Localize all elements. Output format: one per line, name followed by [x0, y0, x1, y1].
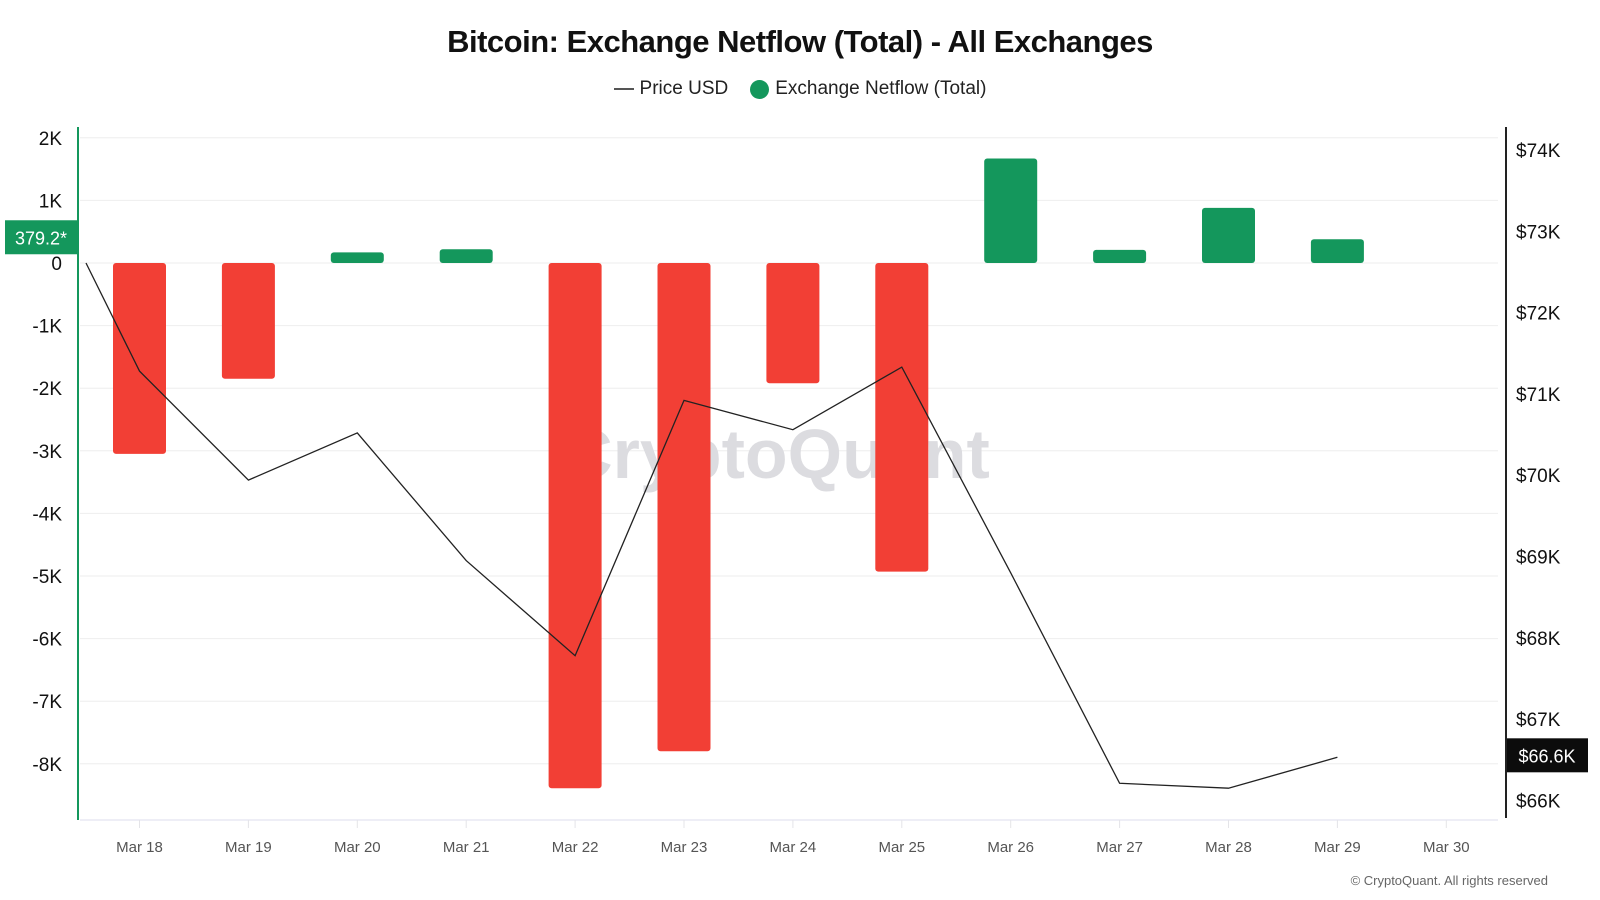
netflow-bar[interactable]: [1202, 207, 1255, 263]
current-price-value: $66.6K: [1518, 746, 1575, 766]
y-left-tick-label: 0: [51, 254, 62, 275]
netflow-bar[interactable]: [548, 263, 602, 789]
y-right-tick-label: $67K: [1516, 710, 1561, 731]
y-left-tick-label: -6K: [32, 630, 62, 651]
y-left-tick-label: -5K: [32, 567, 62, 588]
x-tick-label: Mar 30: [1423, 839, 1470, 856]
x-tick-label: Mar 18: [116, 839, 163, 856]
y-left-tick-label: -8K: [32, 755, 62, 776]
y-left-tick-label: -4K: [32, 504, 62, 525]
netflow-bar[interactable]: [221, 263, 275, 379]
y-left-tick-label: -3K: [32, 442, 62, 463]
x-tick-label: Mar 23: [661, 839, 708, 856]
y-right-tick-label: $72K: [1516, 304, 1561, 325]
x-tick-label: Mar 25: [878, 839, 925, 856]
y-right-tick-label: $73K: [1516, 222, 1561, 243]
y-left-tick-label: -2K: [32, 379, 62, 400]
y-right-tick-label: $74K: [1516, 141, 1561, 162]
legend-label-netflow: Exchange Netflow (Total): [775, 78, 987, 99]
y-left-tick-label: -1K: [32, 317, 62, 338]
legend-label-price: Price USD: [639, 78, 729, 99]
current-netflow-badge: [5, 220, 77, 255]
legend-item-netflow[interactable]: Exchange Netflow (Total): [750, 78, 986, 100]
netflow-bar[interactable]: [1310, 239, 1364, 263]
y-right-tick-label: $66K: [1516, 791, 1561, 812]
legend: Price USD Exchange Netflow (Total): [0, 78, 1600, 100]
netflow-bar[interactable]: [984, 158, 1038, 263]
y-right-tick-label: $71K: [1516, 385, 1561, 406]
y-right-tick-label: $68K: [1516, 629, 1561, 650]
x-tick-label: Mar 19: [225, 839, 272, 856]
netflow-bar[interactable]: [657, 263, 711, 752]
y-right-tick-label: $70K: [1516, 466, 1561, 487]
netflow-bar[interactable]: [1093, 249, 1147, 263]
line-swatch-icon: [613, 88, 634, 90]
x-tick-label: Mar 27: [1096, 839, 1143, 856]
netflow-bar[interactable]: [875, 263, 929, 572]
legend-item-price[interactable]: Price USD: [613, 78, 729, 100]
current-netflow-value: 379.2*: [15, 228, 67, 248]
y-left-tick-label: 2K: [39, 129, 63, 150]
y-left-tick-label: -7K: [32, 692, 62, 713]
netflow-bar[interactable]: [766, 263, 820, 384]
y-left-tick-label: 1K: [39, 191, 63, 212]
copyright-text: © CryptoQuant. All rights reserved: [1350, 873, 1548, 888]
x-tick-label: Mar 21: [443, 839, 490, 856]
x-tick-label: Mar 24: [770, 839, 817, 856]
current-price-badge: [1507, 738, 1588, 773]
dot-swatch-icon: [750, 79, 770, 99]
x-tick-label: Mar 28: [1205, 839, 1252, 856]
x-tick-label: Mar 22: [552, 839, 599, 856]
netflow-bar[interactable]: [113, 263, 166, 454]
netflow-bar[interactable]: [439, 249, 493, 263]
x-tick-label: Mar 29: [1314, 839, 1361, 856]
x-tick-label: Mar 20: [334, 839, 381, 856]
netflow-bar[interactable]: [330, 252, 384, 263]
chart-title: Bitcoin: Exchange Netflow (Total) - All …: [447, 24, 1153, 59]
price-line[interactable]: [85, 262, 1338, 789]
y-right-tick-label: $69K: [1516, 548, 1561, 569]
x-tick-label: Mar 26: [987, 839, 1034, 856]
